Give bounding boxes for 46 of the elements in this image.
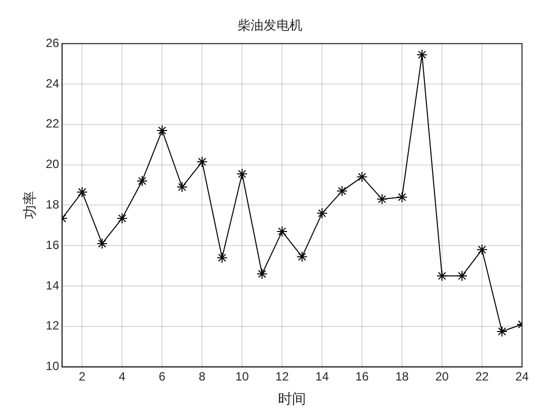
point [316,208,328,219]
y-tick-label: 26 [46,36,60,50]
x-tick-label: 22 [475,369,490,384]
point [296,251,308,262]
point [256,268,268,280]
point [356,171,368,182]
x-tick-label: 8 [198,369,206,384]
y-tick-label: 12 [46,318,60,333]
point [236,168,248,180]
y-tick-label: 20 [46,157,60,172]
chart-title: 柴油发电机 [238,17,302,32]
point [156,124,168,136]
x-tick-label: 4 [118,369,126,384]
point [376,194,388,205]
y-tick-label: 16 [46,238,60,252]
x-axis-title: 时间 [278,390,306,406]
y-tick-label: 18 [46,198,60,212]
point [96,238,108,250]
x-tick-label: 14 [315,369,330,384]
point [436,270,448,282]
x-tick-label: 10 [235,369,250,384]
point [136,175,148,186]
x-tick-label: 6 [158,369,166,384]
point [416,49,428,60]
x-tick-label: 18 [395,369,410,384]
point [216,252,228,264]
y-tick-label: 22 [46,116,60,131]
point [336,186,348,197]
x-tick-label: 24 [515,369,529,384]
point [496,326,508,337]
point [176,182,188,193]
x-tick-label: 2 [78,369,86,384]
y-tick-label: 14 [46,278,60,292]
point [76,186,88,198]
y-tick-label: 10 [46,359,60,374]
point [276,226,288,237]
point [196,156,208,168]
point [456,270,468,282]
x-tick-label: 20 [435,369,450,384]
x-tick-label: 12 [275,369,290,384]
point [116,212,128,224]
y-axis-title: 功率 [21,191,38,220]
y-tick-label: 24 [46,76,60,90]
x-tick-label: 16 [355,369,370,384]
point [396,192,408,203]
point [476,244,488,256]
